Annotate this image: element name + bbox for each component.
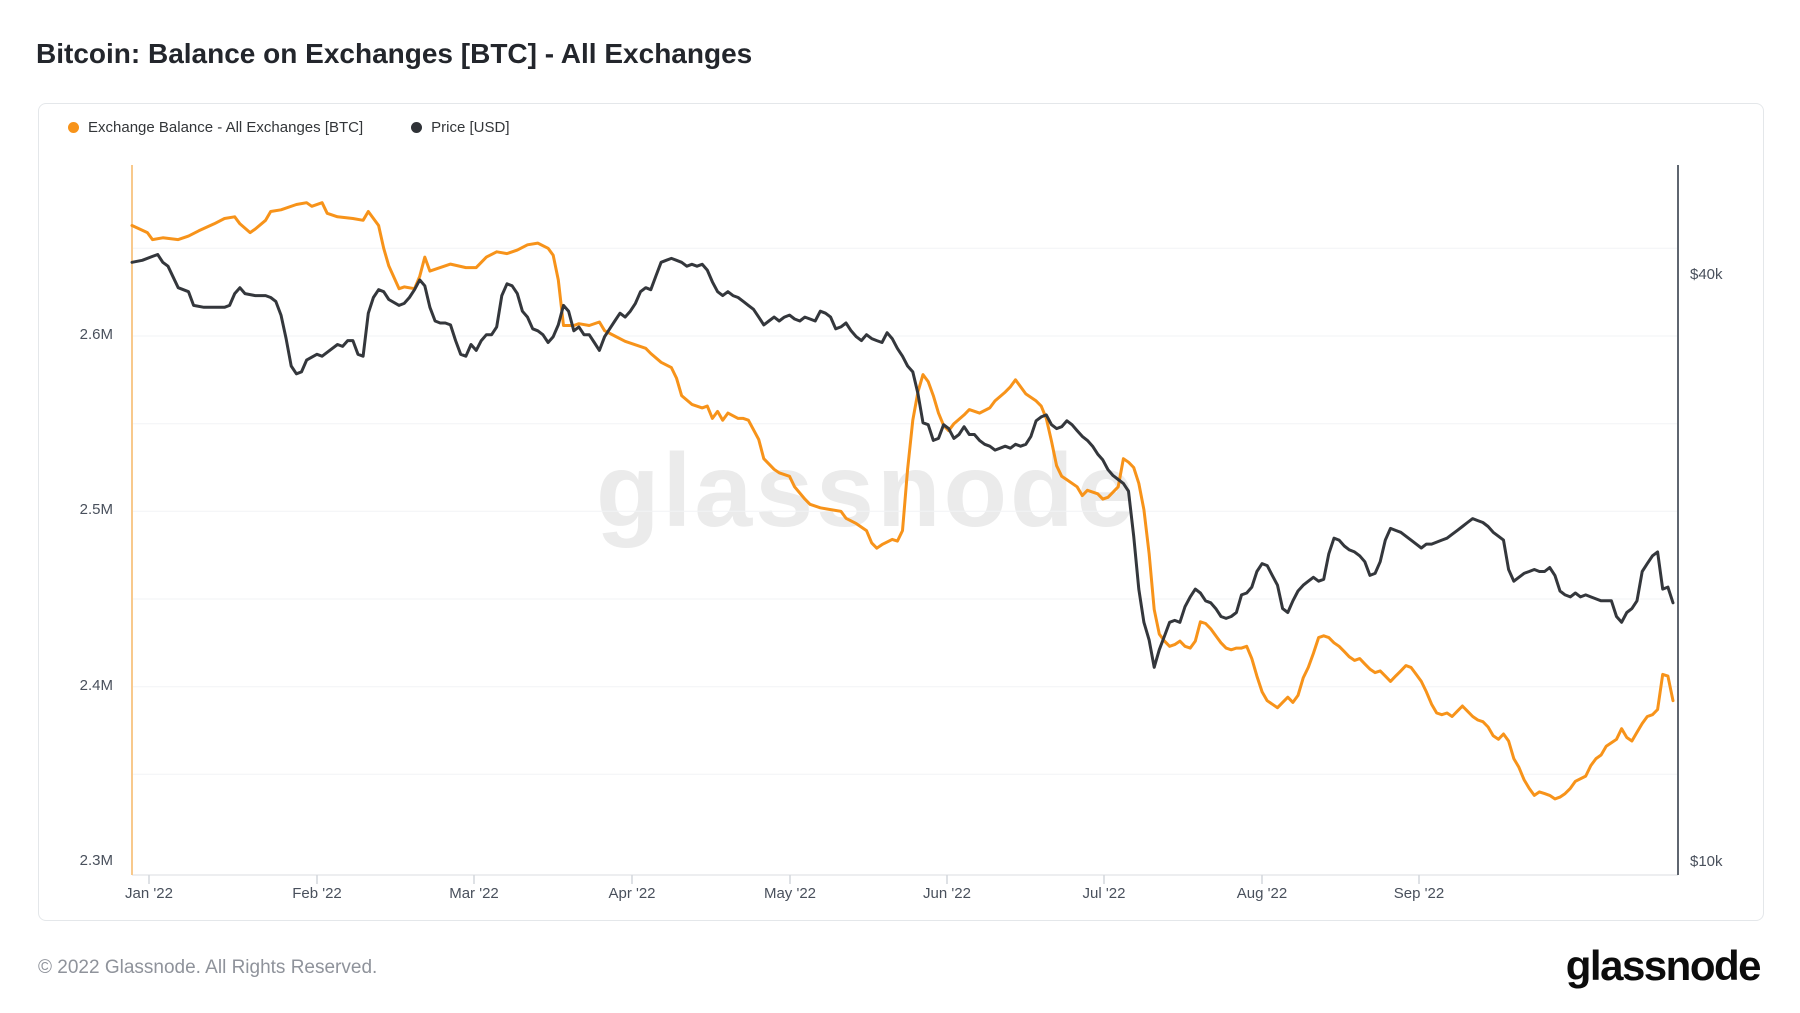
copyright-text: © 2022 Glassnode. All Rights Reserved.	[38, 957, 378, 978]
legend-label: Exchange Balance - All Exchanges [BTC]	[88, 119, 364, 136]
x-tick-label: Sep '22	[1393, 885, 1445, 902]
y-left-label: 2.3M	[79, 852, 113, 869]
x-tick-label: Apr '22	[608, 885, 656, 902]
chart-title: Bitcoin: Balance on Exchanges [BTC] - Al…	[36, 38, 753, 69]
series-price-usd	[130, 253, 1675, 669]
x-tick-label: May '22	[763, 885, 817, 902]
chart-card	[38, 103, 1764, 921]
y-left-label: 2.6M	[79, 326, 113, 343]
x-tick-label: Mar '22	[449, 885, 499, 902]
y-left-label: 2.4M	[79, 677, 113, 694]
glassnode-logo[interactable]: glassnode	[1565, 942, 1762, 989]
legend-item-price[interactable]: Price [USD]	[411, 119, 510, 136]
legend-dot-black-icon	[411, 122, 423, 133]
x-tick-label: Jan '22	[125, 885, 173, 902]
y-left-label: 2.5M	[79, 501, 113, 518]
legend-label: Price [USD]	[431, 119, 510, 136]
y-right-label: $10k	[1690, 853, 1723, 870]
y-right-label: $40k	[1690, 266, 1723, 283]
series-exchange-balance	[130, 201, 1675, 801]
x-tick-label: Aug '22	[1236, 885, 1288, 902]
legend-item-exchange-balance[interactable]: Exchange Balance - All Exchanges [BTC]	[68, 119, 363, 136]
legend: Exchange Balance - All Exchanges [BTC] P…	[68, 119, 510, 136]
x-tick-label: Jul '22	[1082, 885, 1126, 902]
x-tick-label: Jun '22	[923, 885, 971, 902]
x-tick-label: Feb '22	[292, 885, 342, 902]
legend-dot-orange-icon	[68, 122, 79, 133]
